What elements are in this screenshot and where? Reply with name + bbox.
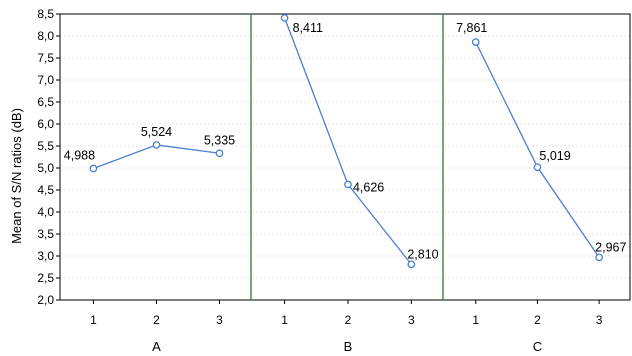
y-tick-label: 7,5 — [37, 51, 54, 65]
y-tick-label: 2,0 — [37, 293, 54, 307]
x-tick-label: 2 — [153, 313, 160, 327]
y-tick-label: 7,0 — [37, 73, 54, 87]
data-point — [471, 38, 480, 46]
y-tick-label: 5,5 — [37, 139, 54, 153]
data-point — [152, 141, 161, 149]
series-line — [475, 41, 600, 258]
y-tick-label: 8,5 — [37, 7, 54, 21]
series-line — [283, 17, 412, 265]
y-tick-label: 3,5 — [37, 227, 54, 241]
y-tick-label: 8,0 — [37, 29, 54, 43]
y-tick-label: 4,0 — [37, 205, 54, 219]
data-label: 4,626 — [353, 180, 384, 194]
data-point — [215, 149, 224, 158]
y-tick-label: 6,0 — [37, 117, 54, 131]
data-label: 4,988 — [64, 149, 95, 163]
x-tick-label: 1 — [472, 313, 479, 327]
label-layer: 4,988 5,524 5,335 8,411 4,626 2,810 7,861 5,019… — [64, 21, 627, 261]
data-point — [344, 180, 352, 189]
data-label: 7,861 — [456, 21, 487, 35]
data-label: 2,967 — [595, 240, 626, 254]
factor-label: C — [533, 339, 542, 354]
y-tick-label: 4,5 — [37, 183, 54, 197]
y-tick-label: 5,0 — [37, 161, 54, 175]
data-label: 5,019 — [539, 149, 570, 163]
data-point — [89, 164, 98, 173]
data-point — [407, 260, 416, 269]
axis-layer: 2,0 2,5 3,0 3,5 4,0 4,5 5,0 5,5 6,0 6,5 7,0 7,5 8,0 8… — [37, 7, 631, 354]
plot-frame — [59, 13, 631, 301]
data-point — [533, 163, 542, 172]
y-tick-label: 6,5 — [37, 95, 54, 109]
data-point — [595, 253, 603, 262]
y-tick-label: 2,5 — [37, 271, 54, 285]
data-point — [280, 14, 289, 22]
data-label: 5,524 — [141, 125, 172, 139]
data-label: 2,810 — [407, 247, 438, 261]
y-tick-label: 3,0 — [37, 249, 54, 263]
x-tick-label: 3 — [408, 313, 415, 327]
x-tick-label: 1 — [90, 313, 97, 327]
x-tick-label: 1 — [281, 313, 288, 327]
x-tick-label: 3 — [596, 313, 603, 327]
series-layer — [89, 14, 603, 269]
y-axis-title: Mean of S/N ratios (dB) — [9, 108, 24, 244]
x-tick-label: 2 — [534, 313, 541, 327]
grid-layer — [60, 35, 630, 279]
factor-label: B — [344, 339, 353, 354]
x-tick-label: 2 — [345, 313, 352, 327]
x-tick-label: 3 — [216, 313, 223, 327]
factor-label: A — [152, 339, 161, 354]
data-label: 5,335 — [204, 133, 235, 147]
data-label: 8,411 — [293, 21, 323, 35]
